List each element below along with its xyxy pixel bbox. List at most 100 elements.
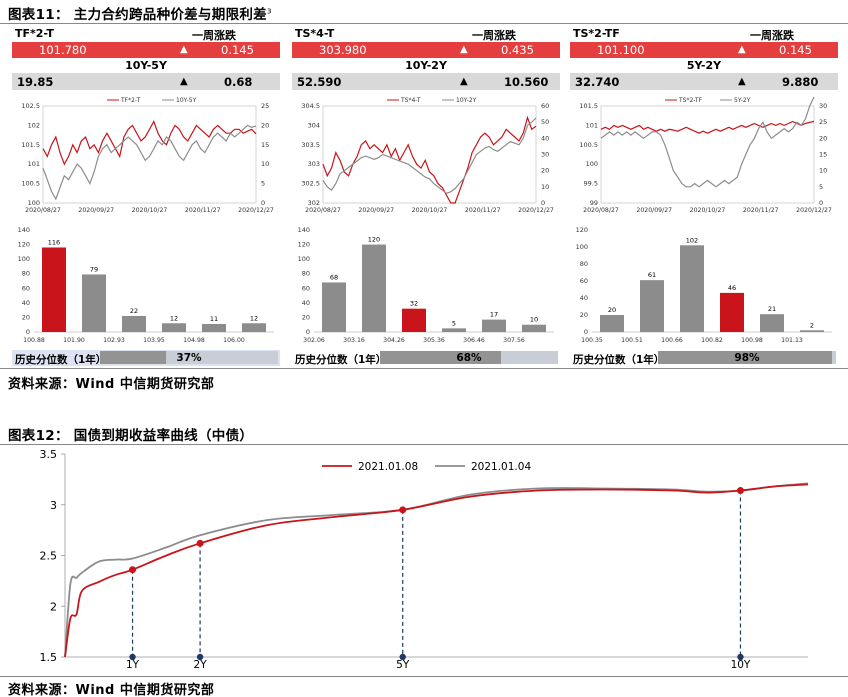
bar-value-label: 21 [768, 305, 776, 313]
histogram-bar [442, 328, 466, 332]
y-tick: 60 [22, 284, 30, 292]
bar-value-label: 46 [728, 284, 736, 292]
x-tick: 2Y [194, 659, 208, 671]
x-tick: 2020/12/27 [796, 207, 832, 214]
y-tick-left: 302.5 [301, 180, 320, 188]
percentile-row: 历史分位数（1年） 37% [12, 350, 280, 366]
y-tick: 100 [298, 255, 310, 263]
y-tick: 60 [302, 284, 310, 292]
spread-header: TS*4-T 一周涨跌 [292, 27, 560, 42]
y-tick: 20 [302, 313, 310, 321]
term-name: 5Y-2Y [686, 59, 722, 72]
x-tick: 2020/10/27 [412, 207, 448, 214]
percentile-histogram: 0 20 40 60 80 100 120 140 116 79 22 12 11 12 100.88 101… [18, 226, 274, 344]
term-change: 0.68 [224, 75, 253, 89]
up-arrow-icon: ▲ [738, 44, 746, 55]
bar-value-label: 32 [410, 300, 418, 308]
x-tick: 101.13 [781, 337, 803, 344]
histogram-bar [680, 245, 704, 332]
legend-label: 10Y-2Y [456, 97, 477, 104]
x-tick: 303.16 [343, 337, 365, 344]
series-line [322, 115, 537, 204]
y-tick: 2.5 [40, 550, 58, 563]
x-tick: 2020/09/27 [78, 207, 114, 214]
y-tick-right: 5 [819, 183, 823, 191]
y-tick: 40 [22, 299, 30, 307]
y-tick: 0 [26, 328, 30, 336]
y-tick-left: 302 [308, 199, 320, 207]
series-line [600, 96, 815, 188]
y-tick: 80 [22, 270, 30, 278]
y-tick: 140 [298, 226, 310, 234]
x-tick: 2020/12/27 [518, 207, 554, 214]
histogram-bar [362, 244, 386, 332]
up-arrow-icon: ▲ [180, 44, 188, 55]
y-tick-right: 15 [261, 141, 269, 149]
spread-value: 101.100 [597, 43, 645, 57]
histogram-bar [720, 292, 744, 332]
y-tick-left: 102.5 [21, 102, 40, 110]
y-tick-right: 25 [819, 118, 827, 126]
tenor-point-marker [129, 566, 137, 574]
y-tick: 100 [576, 243, 588, 251]
histogram-bar [162, 323, 186, 332]
bar-value-label: 17 [490, 311, 498, 319]
x-tick: 305.36 [423, 337, 445, 344]
tenor-point-marker [196, 539, 204, 547]
y-tick-right: 15 [819, 151, 827, 159]
figure11-top-rule [0, 23, 848, 24]
x-tick: 2020/08/27 [305, 207, 341, 214]
yield-curve-chart: 1.5 2 2.5 3 3.5 2021.01.08 2021.01.04 1Y 2Y 5Y 10Y [40, 448, 809, 671]
spread-line-chart: TS*4-T 10Y-2Y 302 302.5 303 303.5 304 304.5 0 10 2… [301, 97, 554, 214]
histogram-bar [640, 280, 664, 332]
x-tick: 2020/08/27 [25, 207, 61, 214]
x-tick: 100.98 [741, 337, 763, 344]
x-tick: 102.93 [103, 337, 125, 344]
up-arrow-icon: ▲ [460, 44, 468, 55]
x-tick: 2020/10/27 [690, 207, 726, 214]
legend-label: 2021.01.08 [358, 461, 418, 473]
y-tick-left: 101.5 [579, 102, 598, 110]
x-tick: 100.88 [23, 337, 45, 344]
plot-frame [322, 105, 537, 204]
series-line [322, 117, 537, 194]
tenor-axis-marker [196, 653, 204, 661]
spread-name: TS*4-T [295, 27, 335, 40]
x-tick: 302.06 [303, 337, 325, 344]
y-tick-right: 10 [819, 167, 827, 175]
figure12-source: 资料来源：Wind 中信期货研究部 [8, 683, 215, 697]
x-tick: 2020/12/27 [238, 207, 274, 214]
yield-curve-line [64, 482, 809, 658]
y-tick: 40 [302, 299, 310, 307]
tenor-axis-marker [737, 653, 744, 661]
y-tick: 80 [580, 260, 588, 268]
y-tick-left: 102 [28, 121, 40, 129]
y-tick-right: 0 [541, 199, 545, 207]
bar-value-label: 2 [810, 321, 814, 329]
spread-value-row: 303.980 ▲ 0.435 [292, 42, 560, 58]
percentile-value: 68% [456, 352, 482, 364]
histogram-bar [202, 323, 226, 332]
y-tick-left: 101 [586, 121, 598, 129]
x-tick: 101.90 [63, 337, 85, 344]
histogram-bar [760, 314, 784, 332]
x-tick: 304.26 [383, 337, 405, 344]
plot-frame [600, 105, 815, 204]
x-tick: 106.00 [223, 337, 245, 344]
y-tick: 1.5 [40, 651, 58, 664]
spread-line-chart: TF*2-T 10Y-5Y 100 100.5 101 101.5 102 102.5 0 5 10… [21, 97, 274, 214]
y-tick: 20 [22, 313, 30, 321]
y-tick-right: 25 [261, 102, 269, 110]
y-tick-left: 100 [586, 160, 598, 168]
bar-value-label: 5 [452, 319, 456, 327]
percentile-value: 98% [734, 352, 760, 364]
bar-value-label: 79 [90, 265, 98, 273]
bar-value-label: 11 [210, 315, 218, 323]
series-line [42, 124, 257, 201]
x-tick: 307.56 [503, 337, 525, 344]
spread-line-chart: TS*2-TF 5Y-2Y 99 99.5 100 100.5 101 101.5 0 5 10 15… [579, 96, 832, 214]
up-arrow-icon: ▲ [738, 76, 746, 87]
y-tick-left: 101.5 [21, 141, 40, 149]
x-tick: 306.46 [463, 337, 485, 344]
y-tick-left: 303 [308, 160, 320, 168]
